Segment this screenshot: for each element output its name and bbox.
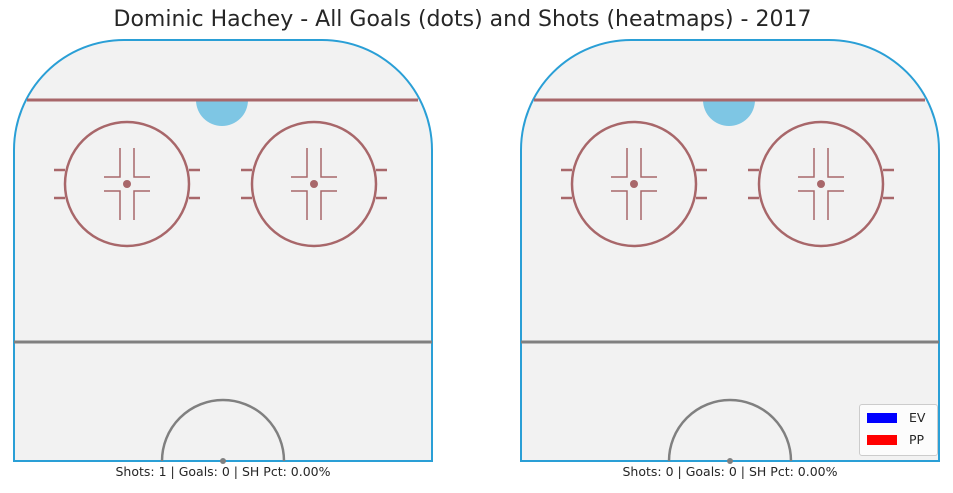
right-center-circle [667,398,793,462]
left-crease [196,100,248,126]
right-faceoff-dot-1 [630,180,638,188]
chart-title: Dominic Hachey - All Goals (dots) and Sh… [113,7,812,32]
left-faceoff-circle-1 [54,120,200,248]
legend-label-pp: PP [909,432,925,447]
right-panel-caption: Shots: 0 | Goals: 0 | SH Pct: 0.00% [622,464,838,479]
left-rink [13,39,433,464]
right-rink [520,39,940,464]
legend: EV PP [859,404,938,456]
left-center-circle [160,398,286,462]
right-crease [703,100,755,126]
legend-swatch-pp [867,435,897,445]
left-center-dot [220,458,226,464]
left-faceoff-dot-2 [310,180,318,188]
left-rink-surface [13,39,433,462]
right-faceoff-circle-2 [748,120,894,248]
right-rink-surface [520,39,940,462]
legend-label-ev: EV [909,410,926,425]
left-panel-caption: Shots: 1 | Goals: 0 | SH Pct: 0.00% [115,464,331,479]
right-center-dot [727,458,733,464]
legend-swatch-ev [867,413,897,423]
left-faceoff-dot-1 [123,180,131,188]
right-faceoff-dot-2 [817,180,825,188]
left-faceoff-circle-2 [241,120,387,248]
right-faceoff-circle-1 [561,120,707,248]
